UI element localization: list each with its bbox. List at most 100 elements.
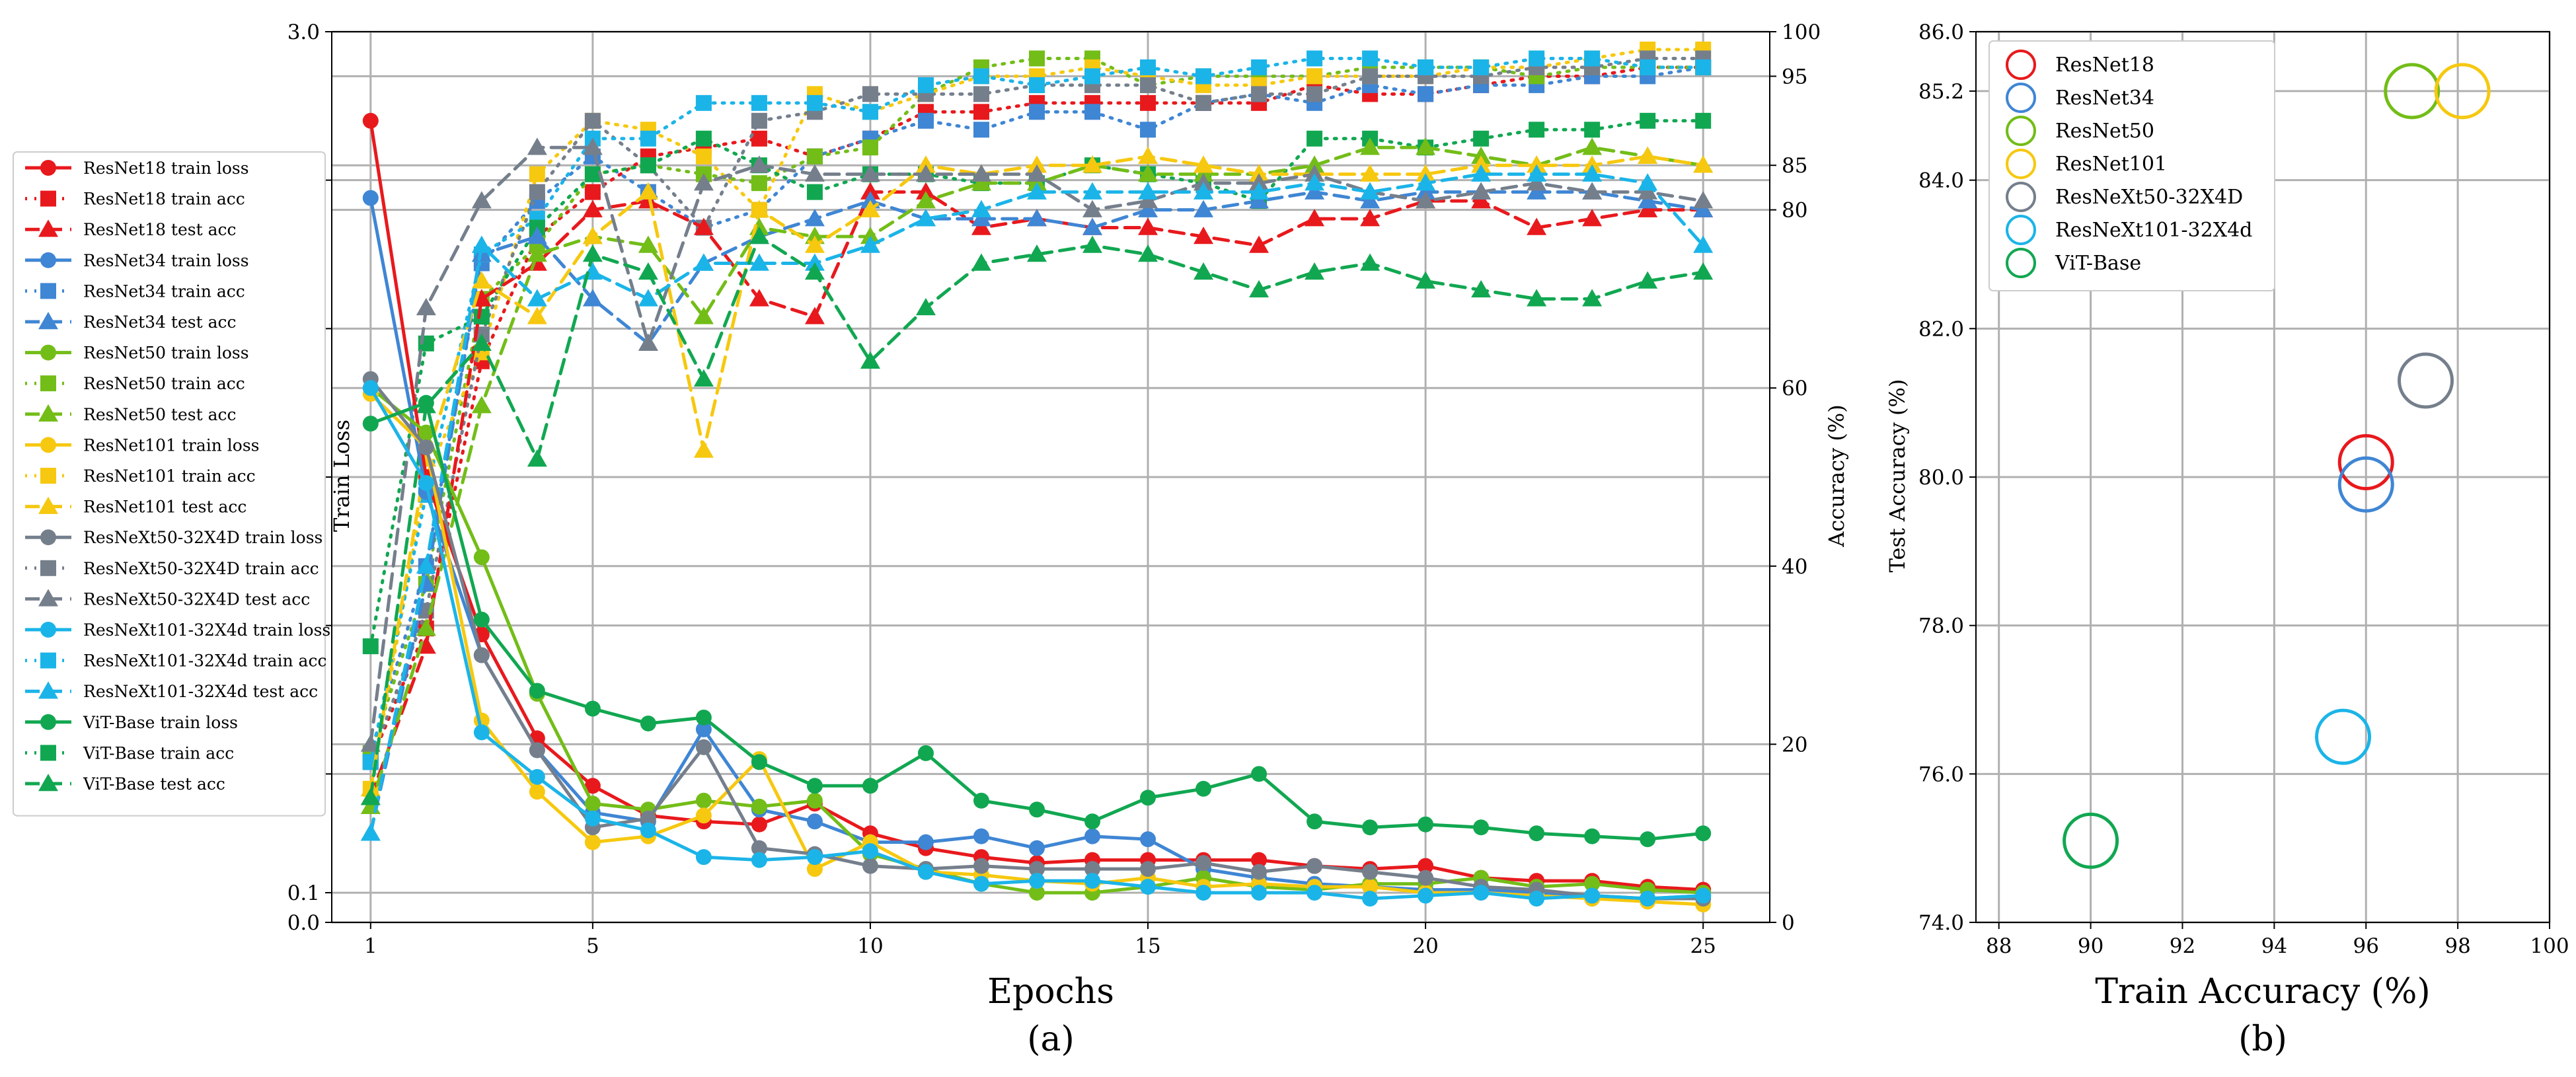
point-resnext50-32x4d-train-loss-epoch-19: [1362, 864, 1379, 880]
point-resnext101-32x4d-train-loss-epoch-9: [806, 849, 823, 866]
point-vit-base-train-loss-epoch-12: [973, 792, 989, 809]
point-vit-base-train-acc-epoch-1: [362, 638, 379, 655]
point-resnet34-train-acc-epoch-11: [917, 112, 934, 129]
b-y-tick-label-2: 78.0: [1918, 614, 1964, 638]
point-vit-base-test-acc-epoch-6: [638, 262, 658, 280]
point-vit-base-train-acc-epoch-25: [1695, 112, 1712, 129]
point-resnet18-train-acc-epoch-5: [584, 184, 601, 200]
point-resnet101-train-loss-epoch-5: [584, 834, 601, 850]
point-resnet34-test-acc-epoch-19: [1360, 191, 1381, 209]
panel-a-y-axis-label-right: Accuracy (%): [1824, 404, 1849, 547]
point-resnext50-32x4d-train-acc-epoch-5: [584, 112, 601, 129]
point-resnext50-32x4d-train-loss-epoch-7: [695, 739, 712, 755]
scatter-point-resnet18: [2337, 434, 2394, 491]
point-resnext50-32x4d-test-acc-epoch-10: [860, 164, 880, 182]
point-resnet101-test-acc-epoch-16: [1193, 155, 1214, 173]
point-resnext101-32x4d-test-acc-epoch-8: [749, 253, 769, 271]
x-tick-label-15: 15: [1135, 934, 1160, 958]
point-resnet101-test-acc-epoch-23: [1582, 155, 1603, 173]
point-resnet18-train-loss-epoch-5: [584, 778, 601, 794]
b-x-tick-label-94: 94: [2261, 934, 2287, 958]
point-resnext50-32x4d-test-acc-epoch-15: [1138, 191, 1158, 209]
legend-b-entry-resnet18: ResNet18: [2006, 50, 2154, 80]
legend-b-box: [1989, 40, 2275, 291]
point-resnext50-32x4d-train-acc-epoch-18: [1307, 86, 1323, 102]
point-resnet101-test-acc-epoch-20: [1416, 164, 1436, 182]
series-resnext50-32x4d-train-loss: [362, 371, 1712, 907]
point-resnext101-32x4d-test-acc-epoch-1: [360, 823, 381, 841]
legend-a-swatch-marker-resnet34-train-acc: [40, 283, 56, 299]
legend-a-entry-resnext101-32x4d-train-loss: ResNeXt101-32X4d train loss: [25, 620, 330, 640]
point-resnext101-32x4d-train-loss-epoch-10: [862, 843, 878, 860]
point-resnext101-32x4d-train-loss-epoch-14: [1084, 873, 1101, 889]
legend-a-entry-vit-base-train-loss: ViT-Base train loss: [25, 713, 238, 732]
point-vit-base-test-acc-epoch-23: [1582, 289, 1603, 307]
point-resnet34-train-loss-epoch-11: [917, 834, 934, 850]
point-vit-base-train-acc-epoch-6: [640, 157, 656, 174]
point-vit-base-test-acc-epoch-18: [1305, 262, 1325, 280]
point-resnext101-32x4d-train-loss-epoch-18: [1307, 885, 1323, 901]
point-vit-base-test-acc-epoch-12: [971, 253, 991, 271]
point-resnext50-32x4d-train-acc-epoch-4: [529, 184, 545, 200]
legend-a-entry-resnet18-test-acc: ResNet18 test acc: [25, 219, 237, 239]
legend-a-entry-vit-base-test-acc: ViT-Base test acc: [25, 774, 225, 794]
point-resnet18-test-acc-epoch-8: [749, 289, 769, 307]
legend-a-label-resnet34-train-loss: ResNet34 train loss: [83, 251, 249, 270]
point-resnext101-32x4d-test-acc-epoch-16: [1193, 182, 1214, 200]
series-resnet18-test-acc: [360, 182, 1714, 805]
scatter-point-resnext101-32x4d: [2315, 708, 2372, 765]
point-resnext101-32x4d-test-acc-epoch-9: [804, 253, 825, 271]
point-resnext50-32x4d-train-loss-epoch-15: [1140, 861, 1156, 877]
point-vit-base-test-acc-epoch-20: [1416, 271, 1436, 289]
point-resnet34-train-loss-epoch-15: [1140, 831, 1156, 848]
y-right-tick-label-95: 95: [1782, 65, 1807, 89]
point-vit-base-train-loss-epoch-1: [362, 416, 379, 432]
legend-b-label-resnet34: ResNet34: [2055, 87, 2154, 110]
point-resnext101-32x4d-test-acc-epoch-21: [1471, 164, 1492, 182]
point-resnext50-32x4d-test-acc-epoch-8: [749, 155, 769, 173]
legend-a-label-resnext101-32x4d-train-loss: ResNeXt101-32X4d train loss: [83, 620, 330, 640]
point-resnet50-test-acc-epoch-16: [1193, 164, 1214, 182]
series-vit-base-train-loss: [362, 394, 1712, 848]
legend-b-swatch-resnext101-32x4d: [2006, 215, 2036, 245]
point-resnet18-train-acc-epoch-8: [751, 130, 767, 147]
point-vit-base-train-loss-epoch-21: [1473, 819, 1490, 836]
y-left-tick-label-1: 0.1: [287, 881, 320, 905]
point-resnet18-test-acc-epoch-6: [638, 191, 658, 209]
legend-a-swatch-marker-resnet50-train-loss: [40, 344, 56, 361]
point-vit-base-test-acc-epoch-24: [1638, 271, 1658, 289]
legend-a-swatch-marker-vit-base-train-acc: [40, 745, 56, 761]
legend-a-swatch-marker-resnet18-test-acc: [38, 219, 58, 237]
legend-b-swatch-resnet101: [2006, 149, 2036, 179]
point-resnet34-train-loss-epoch-7: [695, 721, 712, 737]
point-resnext50-32x4d-test-acc-epoch-4: [527, 137, 547, 155]
point-vit-base-train-loss-epoch-22: [1529, 825, 1545, 842]
point-resnet18-train-acc-epoch-12: [973, 104, 989, 120]
point-resnext50-32x4d-test-acc-epoch-23: [1582, 182, 1603, 200]
legend-a-label-resnet101-train-acc: ResNet101 train acc: [83, 466, 256, 486]
legend-a-label-resnet18-test-acc: ResNet18 test acc: [83, 220, 237, 239]
x-tick-label-10: 10: [857, 934, 883, 958]
point-vit-base-train-loss-epoch-14: [1084, 813, 1101, 830]
point-vit-base-train-acc-epoch-21: [1473, 130, 1490, 147]
legend-a-swatch-marker-resnet34-test-acc: [38, 312, 58, 330]
point-resnet34-test-acc-epoch-15: [1138, 200, 1158, 217]
legend-a-entry-resnet34-train-loss: ResNet34 train loss: [25, 251, 249, 270]
point-resnet101-test-acc-epoch-13: [1026, 155, 1047, 173]
point-resnet18-test-acc-epoch-22: [1527, 217, 1547, 235]
point-resnext101-32x4d-train-loss-epoch-3: [473, 724, 490, 741]
point-resnext50-32x4d-train-acc-epoch-12: [973, 86, 989, 102]
point-resnet18-train-acc-epoch-15: [1140, 94, 1156, 111]
legend-a-swatch-marker-resnet18-train-loss: [40, 160, 56, 176]
point-vit-base-train-loss-epoch-19: [1362, 819, 1379, 836]
point-vit-base-test-acc-epoch-19: [1360, 253, 1381, 271]
point-resnet34-test-acc-epoch-9: [804, 209, 825, 227]
point-resnext101-32x4d-test-acc-epoch-17: [1249, 182, 1269, 200]
point-vit-base-train-loss-epoch-11: [917, 745, 934, 761]
point-resnext101-32x4d-test-acc-epoch-25: [1693, 235, 1714, 253]
point-resnet50-test-acc-epoch-15: [1138, 164, 1158, 182]
point-resnext101-32x4d-test-acc-epoch-13: [1026, 182, 1047, 200]
panel-a-x-axis-label: Epochs: [987, 972, 1114, 1012]
point-resnet18-test-acc-epoch-5: [582, 200, 603, 217]
legend-a-label-resnext50-32x4d-train-acc: ResNeXt50-32X4D train acc: [83, 559, 319, 578]
